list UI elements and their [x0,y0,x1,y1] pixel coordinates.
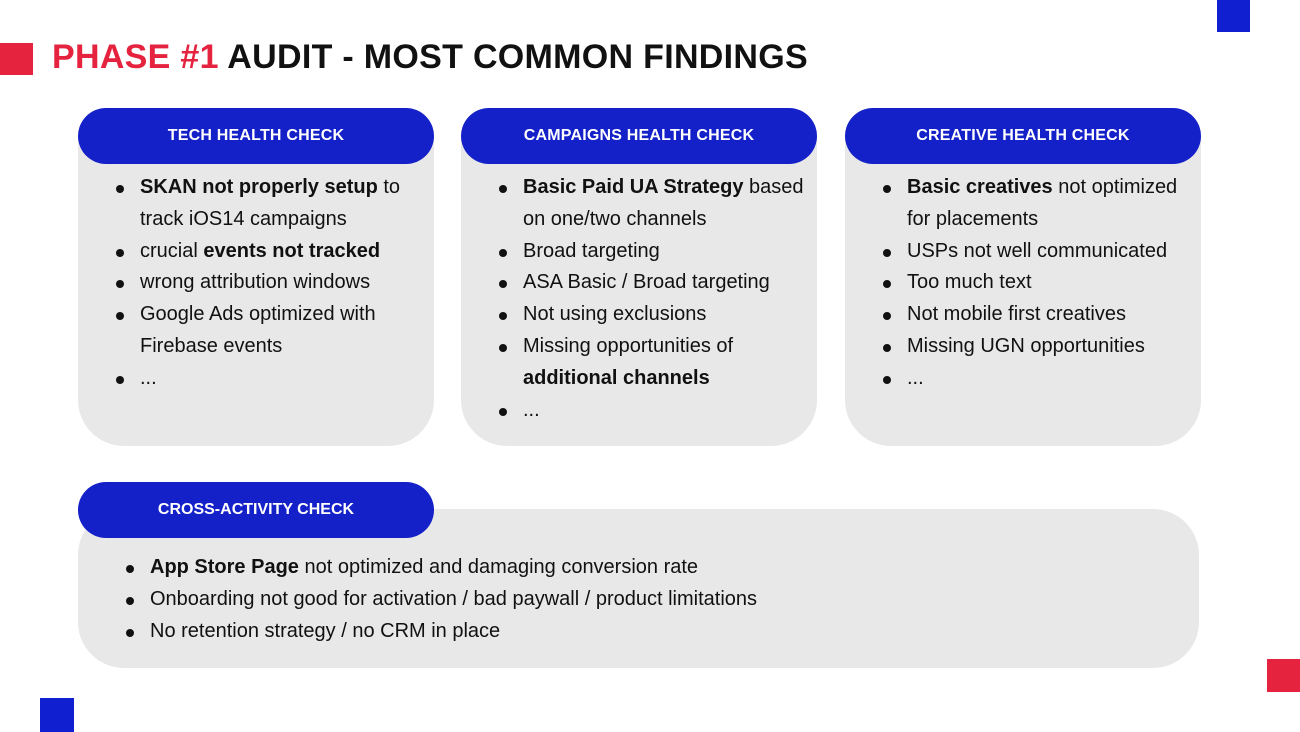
card-header-pill: CROSS-ACTIVITY CHECK [78,482,434,538]
blue-square-decoration [40,698,74,732]
title-accent: PHASE #1 [52,38,219,76]
blue-square-decoration [1217,0,1250,32]
list-item: Too much text [883,267,1191,299]
list-item: Missing UGN opportunities [883,331,1191,363]
list-item: SKAN not properly setup to track iOS14 c… [116,172,424,236]
cross-activity-card: CROSS-ACTIVITY CHECK App Store Page not … [78,482,1199,668]
findings-list: Basic Paid UA Strategy based on one/two … [499,172,807,426]
card-body [845,135,1201,446]
list-item: ... [883,363,1191,395]
list-item: wrong attribution windows [116,267,424,299]
list-item: Not using exclusions [499,299,807,331]
red-square-decoration [0,43,33,75]
tech-health-card: TECH HEALTH CHECK SKAN not properly setu… [78,108,434,446]
list-item: USPs not well communicated [883,236,1191,268]
list-item: Missing opportunities of additional chan… [499,331,807,395]
list-item: ... [499,395,807,427]
list-item: Google Ads optimized with Firebase event… [116,299,424,363]
creative-health-card: CREATIVE HEALTH CHECK Basic creatives no… [845,108,1201,446]
findings-list: App Store Page not optimized and damagin… [126,552,1189,647]
list-item: ASA Basic / Broad targeting [499,267,807,299]
card-body [461,135,817,446]
red-square-decoration [1267,659,1300,692]
card-body [78,135,434,446]
card-header-pill: CAMPAIGNS HEALTH CHECK [461,108,817,164]
list-item: Basic Paid UA Strategy based on one/two … [499,172,807,236]
list-item: crucial events not tracked [116,236,424,268]
findings-list: Basic creatives not optimized for placem… [883,172,1191,395]
list-item: App Store Page not optimized and damagin… [126,552,1189,584]
list-item: Broad targeting [499,236,807,268]
list-item: Onboarding not good for activation / bad… [126,584,1189,616]
list-item: ... [116,363,424,395]
card-header-pill: CREATIVE HEALTH CHECK [845,108,1201,164]
page-title: PHASE #1 AUDIT - MOST COMMON FINDINGS [52,38,808,77]
findings-list: SKAN not properly setup to track iOS14 c… [116,172,424,395]
campaigns-health-card: CAMPAIGNS HEALTH CHECK Basic Paid UA Str… [461,108,817,446]
list-item: Basic creatives not optimized for placem… [883,172,1191,236]
title-rest: AUDIT - MOST COMMON FINDINGS [218,38,808,76]
card-header-pill: TECH HEALTH CHECK [78,108,434,164]
list-item: Not mobile first creatives [883,299,1191,331]
list-item: No retention strategy / no CRM in place [126,616,1189,648]
